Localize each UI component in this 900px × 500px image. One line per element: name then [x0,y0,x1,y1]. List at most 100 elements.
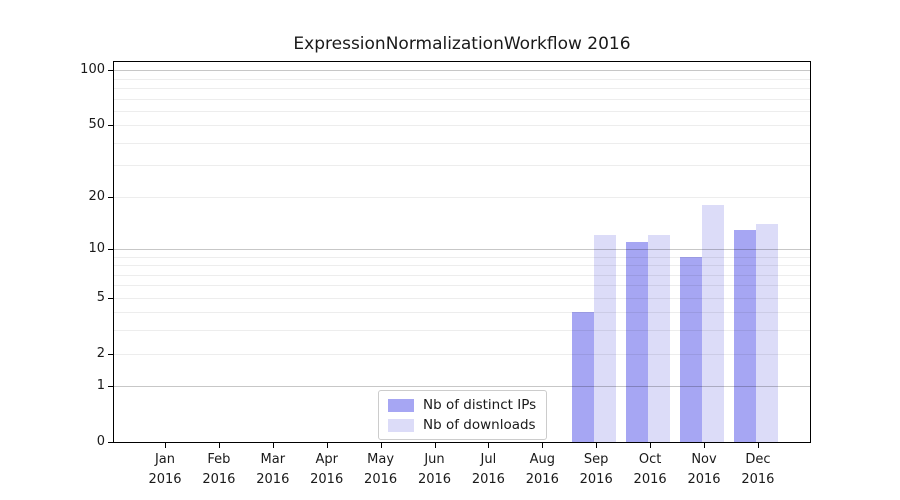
y-gridline-minor [114,297,810,299]
bar-distinct-ips-nov [680,256,702,442]
y-gridline-minor [114,98,810,100]
x-tick-label-sep: Sep 2016 [564,450,628,490]
legend-swatch-downloads [388,418,414,432]
bar-downloads-dec [755,223,778,442]
y-gridline-minor [114,88,810,90]
x-tick-label-jun: Jun 2016 [403,450,467,490]
y-gridline-minor [114,312,810,314]
legend: Nb of distinct IPs Nb of downloads [378,390,548,440]
y-gridline-minor [114,78,810,80]
y-tick-mark [108,70,113,72]
y-tick-mark [108,297,113,299]
y-gridline-minor [114,274,810,276]
legend-entry-distinct-ips: Nb of distinct IPs [388,397,536,413]
bar-distinct-ips-sep [572,312,595,442]
y-tick-label-100: 100 [80,62,105,78]
y-tick-mark [108,442,113,443]
x-tick-year: 2016 [148,472,182,487]
x-tick-year: 2016 [417,472,452,487]
x-tick-year: 2016 [741,472,775,487]
y-gridline-major [114,248,810,250]
x-tick-label-mar: Mar 2016 [241,450,305,490]
x-tick-month: Sep [583,452,609,467]
y-tick-mark [108,196,113,198]
y-tick-label-10: 10 [88,240,105,256]
x-tick-mark [272,443,274,448]
x-tick-mark [434,443,436,448]
x-tick-mark [596,443,598,448]
x-tick-mark [165,443,166,448]
y-tick-mark [108,248,113,250]
y-gridline-minor [114,110,810,112]
y-gridline-minor [114,265,810,266]
y-tick-label-2: 2 [96,345,105,361]
x-tick-mark [326,443,328,448]
x-tick-month: Dec [745,452,771,467]
y-gridline-minor [114,256,810,258]
bar-downloads-oct [648,235,671,442]
x-tick-label-aug: Aug 2016 [510,450,574,490]
x-tick-mark [542,443,544,448]
y-tick-label-0: 0 [96,434,105,449]
x-tick-month: Jan [154,452,176,467]
x-tick-label-feb: Feb 2016 [187,450,251,490]
bar-downloads-sep [594,235,617,442]
y-tick-label-50: 50 [88,117,105,133]
plot-area: Nb of distinct IPs Nb of downloads [113,61,811,443]
x-tick-mark [704,443,705,448]
x-tick-month: Mar [260,452,286,467]
x-tick-label-nov: Nov 2016 [672,450,736,490]
y-tick-label-20: 20 [88,188,105,204]
x-tick-year: 2016 [256,472,290,487]
x-tick-year: 2016 [202,472,236,487]
x-tick-month: Aug [529,452,555,467]
x-tick-year: 2016 [687,472,721,487]
x-tick-label-apr: Apr 2016 [295,450,359,490]
bar-distinct-ips-dec [733,229,756,442]
legend-label-distinct-ips: Nb of distinct IPs [423,397,537,413]
y-gridline-minor [114,285,810,287]
legend-swatch-distinct-ips [388,398,414,412]
y-gridline-major [114,386,810,388]
x-tick-label-oct: Oct 2016 [618,450,682,490]
x-tick-month: Feb [207,452,231,467]
x-tick-mark [488,443,490,448]
legend-label-downloads: Nb of downloads [423,417,536,433]
x-tick-month: May [367,452,395,467]
legend-entry-downloads: Nb of downloads [388,417,536,433]
x-tick-label-may: May 2016 [349,450,413,490]
y-gridline-minor [114,353,810,355]
x-tick-year: 2016 [579,472,613,487]
y-tick-mark [108,125,113,127]
x-tick-month: Jul [480,452,497,467]
x-tick-label-jul: Jul 2016 [456,450,520,490]
y-tick-label-1: 1 [96,378,105,394]
y-gridline-minor [114,125,810,127]
y-gridline-minor [114,165,810,167]
x-tick-month: Apr [315,452,338,467]
x-tick-year: 2016 [633,472,667,487]
y-gridline-minor [114,196,810,198]
y-gridline-minor [114,142,810,144]
x-tick-month: Jun [424,452,445,467]
y-tick-label-5: 5 [96,289,105,305]
bar-downloads-nov [702,204,724,442]
y-gridline-major [114,70,810,72]
x-tick-year: 2016 [310,472,344,487]
x-tick-mark [380,443,382,448]
x-tick-mark [650,443,652,448]
x-tick-month: Oct [638,452,662,467]
x-tick-year: 2016 [525,472,559,487]
chart-title: ExpressionNormalizationWorkflow 2016 [293,34,631,54]
x-tick-month: Nov [691,452,717,467]
x-tick-mark [218,443,220,448]
y-tick-mark [108,386,113,388]
x-tick-mark [757,443,759,448]
y-gridline-minor [114,330,810,332]
y-tick-mark [108,353,113,355]
bar-distinct-ips-oct [626,241,649,442]
x-tick-year: 2016 [364,472,398,487]
x-tick-year: 2016 [471,472,505,487]
x-tick-label-jan: Jan 2016 [133,450,197,490]
